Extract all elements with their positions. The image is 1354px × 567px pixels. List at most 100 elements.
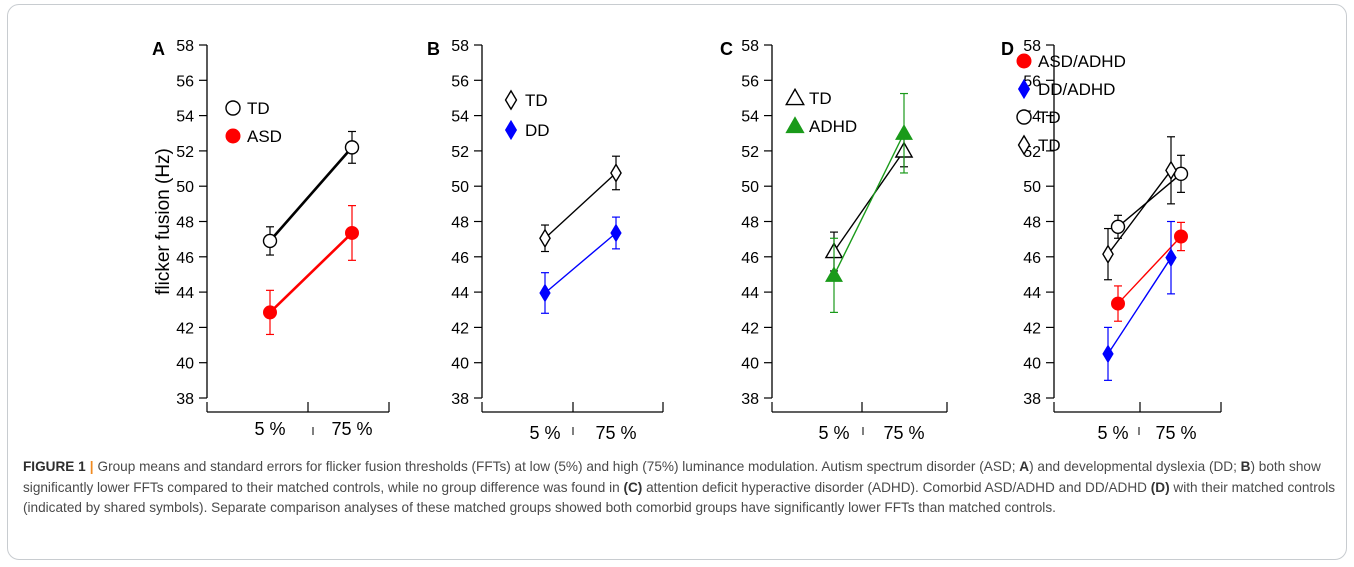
panel-d-series-2-point — [1102, 344, 1114, 364]
panel-d-series-2-legend-label: DD/ADHD — [1038, 80, 1115, 99]
panel-a-series-1-point — [344, 140, 360, 155]
caption-separator: | — [89, 459, 94, 474]
panel-b-series-1-line — [544, 172, 617, 239]
caption-text-4: attention deficit hyperactive disorder (… — [642, 479, 1151, 495]
panel-c-y-tick-label: 38 — [741, 391, 759, 408]
panel-d-y-tick-label: 38 — [1023, 391, 1041, 408]
panel-a-y-tick-label: 40 — [176, 356, 194, 373]
panel-d-y-tick-label: 40 — [1023, 356, 1041, 373]
panel-b-y-tick-label: 52 — [451, 144, 469, 161]
panel-c-y-tick-label: 40 — [741, 356, 759, 373]
panel-a-y-tick-label: 54 — [176, 109, 194, 126]
panel-d-series-1-legend-label: ASD/ADHD — [1038, 52, 1126, 71]
panel-c-series-2-legend-marker — [785, 116, 805, 134]
panel-a-series-1-line — [269, 146, 353, 242]
panel-d-y-tick-label: 46 — [1023, 250, 1041, 267]
figure-caption: FIGURE 1 | Group means and standard errors… — [23, 457, 1343, 519]
panel-d-series-4-point — [1165, 160, 1177, 181]
panel-b-x-tick-label: 75 % — [595, 423, 636, 443]
panel-d-series-4-line — [1107, 169, 1172, 255]
figure-plots: A 38 40 42 44 46 48 50 52 54 56 58 flicker fusion (H… — [152, 38, 1222, 443]
panel-c-series-2-legend-label: ADHD — [809, 117, 857, 136]
panel-b-y-tick-label: 40 — [451, 356, 469, 373]
panel-c-x-tick-label: 75 % — [883, 423, 924, 443]
panel-a-series-1-point — [262, 233, 278, 249]
panel-b-y-tick-label: 54 — [451, 109, 469, 126]
panel-d-y-tick-label: 48 — [1023, 215, 1041, 232]
panel-a-y-tick-label: 44 — [176, 285, 194, 302]
caption-text-3: ) both show significantly lower FFTs com… — [23, 459, 1321, 495]
panel-a-x-tick-label: 5 % — [254, 419, 285, 439]
panel-d-series-4-legend-label: TD — [1038, 136, 1061, 155]
panel-d-series-3-point — [1173, 166, 1189, 182]
panel-b-series-1-legend-marker — [504, 89, 518, 111]
panel-b-y-tick-label: 58 — [451, 38, 469, 55]
panel-d-letter: D — [1001, 39, 1014, 59]
panel-c-y-tick-label: 42 — [741, 320, 759, 337]
panel-c-letter: C — [720, 39, 733, 59]
panel-a-series-2-point — [345, 225, 359, 240]
panel-a-series-2-line — [269, 232, 353, 314]
panel-d-series-4-legend-marker — [1017, 134, 1031, 156]
panel-a-letter: A — [152, 39, 165, 59]
caption-ref-c: (C) — [623, 479, 643, 495]
panel-b-y-tick-label: 38 — [451, 391, 469, 408]
panel-a-y-tick-label: 38 — [176, 391, 194, 408]
panel-c-x-tick-label: 5 % — [818, 423, 849, 443]
panel-d-series-1-legend-marker — [1016, 53, 1032, 69]
panel-a-y-tick-label: 56 — [176, 73, 194, 90]
panel-a-y-tick-label: 52 — [176, 144, 194, 161]
panel-a-series-2-legend-label: ASD — [247, 127, 282, 146]
panel-b-y-tick-label: 48 — [451, 215, 469, 232]
panel-a-y-tick-label: 48 — [176, 215, 194, 232]
panel-a-series-1-legend-marker — [225, 100, 241, 116]
panel-b-series-1-point — [610, 163, 622, 183]
panel-d-series-4-point — [1102, 244, 1114, 264]
panel-d-series-3-legend-marker — [1016, 109, 1032, 125]
panel-d-series-2-point — [1165, 248, 1177, 268]
panel-c-series-2-line — [833, 132, 905, 276]
panel-b-y-tick-label: 56 — [451, 73, 469, 90]
panel-d-series-1-point — [1174, 229, 1188, 244]
panel-c-y-tick-label: 58 — [741, 38, 759, 55]
panel-c-y-tick-label: 50 — [741, 179, 759, 196]
panel-a-series-2-point — [263, 305, 277, 320]
panel-c-series-2-point — [825, 266, 843, 282]
panel-c-y-tick-label: 48 — [741, 215, 759, 232]
panel-c-series-1-legend-label: TD — [809, 89, 832, 108]
caption-label: FIGURE 1 — [23, 459, 86, 474]
panel-a-series-2-legend-marker — [225, 128, 241, 144]
panel-a-series-1-legend-label: TD — [247, 99, 270, 118]
panel-c-y-tick-label: 46 — [741, 250, 759, 267]
panel-d-x-tick-label: 5 % — [1097, 423, 1128, 443]
panel-a-y-tick-label: 50 — [176, 179, 194, 196]
panel-d-series-2-line — [1107, 257, 1172, 355]
caption-ref-d: (D) — [1150, 479, 1170, 495]
panel-b-series-2-legend-label: DD — [525, 121, 550, 140]
panel-d-series-2-legend-marker — [1017, 78, 1031, 100]
panel-b-series-2-line — [544, 232, 617, 294]
caption-text-5: with their matched controls (indicated b… — [23, 479, 1336, 516]
panel-b-series-2-point — [610, 223, 622, 243]
caption-text-1: Group means and standard errors for flic… — [97, 459, 1020, 474]
panel-b-series-2-legend-marker — [504, 119, 518, 141]
caption-ref-b: B — [1240, 459, 1251, 474]
panel-c-y-tick-label: 54 — [741, 109, 759, 126]
panel-c-y-tick-label: 52 — [741, 144, 759, 161]
panel-d-series-3-legend-label: TD — [1038, 108, 1061, 127]
panel-a-y-tick-label: 46 — [176, 250, 194, 267]
panel-b-x-tick-label: 5 % — [529, 423, 560, 443]
panel-c-series-1-line — [833, 150, 905, 252]
panel-d-x-tick-label: 75 % — [1155, 423, 1196, 443]
panel-b-y-tick-label: 46 — [451, 250, 469, 267]
panel-d-series-1-point — [1111, 296, 1125, 311]
panel-a-y-tick-label: 42 — [176, 320, 194, 337]
panel-a-x-tick-label: 75 % — [331, 419, 372, 439]
panel-c-y-tick-label: 44 — [741, 285, 759, 302]
caption-ref-a: A — [1019, 459, 1030, 474]
panel-b-series-2-point — [539, 283, 551, 303]
panel-b-y-tick-label: 42 — [451, 320, 469, 337]
panel-a-y-tick-label: 58 — [176, 38, 194, 55]
panel-b-series-1-legend-label: TD — [525, 91, 548, 110]
panel-c-series-2-point — [895, 124, 913, 140]
